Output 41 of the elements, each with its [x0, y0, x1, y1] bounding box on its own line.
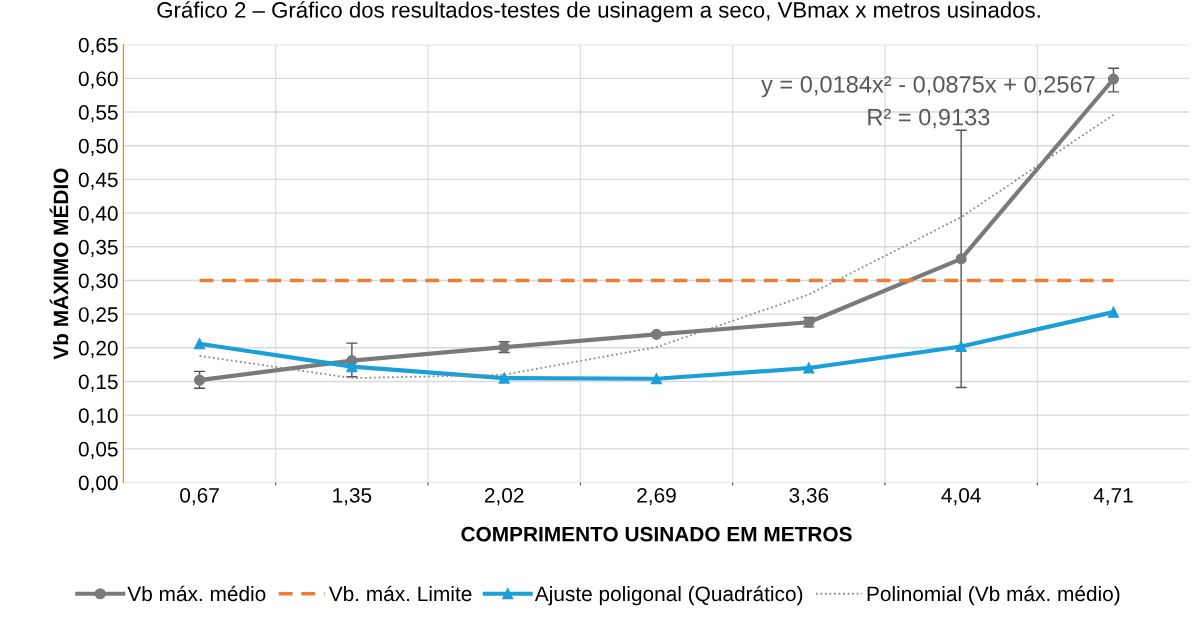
- x-tick-label: 0,67: [180, 487, 219, 506]
- y-axis-title: Vb MÁXIMO MÉDIO: [49, 168, 69, 360]
- y-tick-label: 0,40: [78, 206, 118, 224]
- point: [193, 338, 206, 350]
- y-tick-label: 0,05: [78, 441, 118, 460]
- point: [803, 362, 815, 374]
- point: [650, 373, 663, 385]
- point: [1107, 73, 1120, 85]
- legend-label: Ajuste poligonal (Quadrático): [534, 585, 803, 606]
- y-tick-label: 0,15: [78, 374, 118, 392]
- y-tick-label: 0,35: [78, 239, 118, 257]
- point: [193, 374, 206, 386]
- y-tick-label: 0,60: [78, 71, 118, 89]
- y-tick-label: 0,25: [78, 307, 118, 325]
- legend-label: Vb. máx. Limite: [328, 585, 472, 602]
- y-tick-label: 0,30: [78, 273, 118, 291]
- point: [1107, 306, 1120, 318]
- annotation: y = 0,0184x² - 0,0875x + 0,2567: [761, 75, 1095, 98]
- legend-label: Vb máx. médio: [127, 585, 266, 602]
- y-tick-label: 0,00: [78, 475, 118, 493]
- legend-label: Polinomial (Vb máx. médio): [867, 585, 1120, 606]
- x-axis-title: COMPRIMENTO USINADO EM METROS: [461, 526, 852, 542]
- annotation: R² = 0,9133: [868, 108, 990, 129]
- point: [498, 372, 510, 384]
- point: [955, 340, 967, 353]
- y-tick-label: 0,10: [78, 408, 118, 426]
- y-tick-label: 0,45: [78, 172, 118, 190]
- y-tick-label: 0,50: [78, 138, 118, 156]
- point: [650, 328, 663, 340]
- chart-title: Gráfico 2 – Gráfico dos resultados-testes de usinagem a seco, VBmax x metros usinados.: [157, 1, 1040, 23]
- y-tick-label: 0,20: [78, 340, 118, 359]
- x-tick-label: 2,69: [637, 487, 676, 506]
- x-tick-label: 1,35: [333, 487, 372, 506]
- x-tick-label: 4,04: [941, 487, 981, 506]
- x-tick-label: 3,36: [789, 487, 829, 506]
- point: [346, 361, 358, 373]
- y-tick-label: 0,55: [78, 105, 118, 123]
- y-tick-label: 0,65: [78, 37, 118, 55]
- point: [955, 253, 967, 265]
- x-tick-label: 4,71: [1093, 488, 1133, 506]
- x-tick-label: 2,02: [484, 487, 524, 506]
